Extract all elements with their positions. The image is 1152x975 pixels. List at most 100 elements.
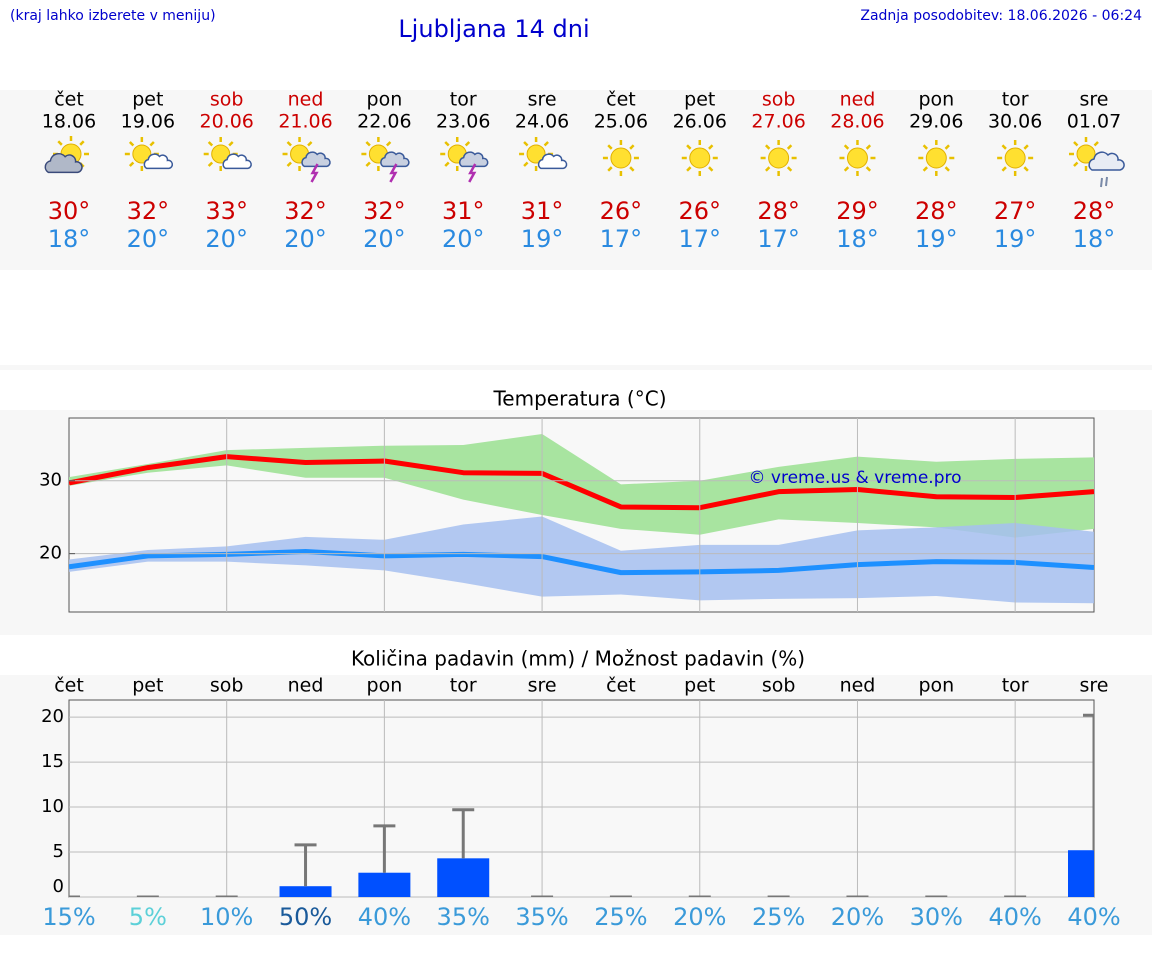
min-temp: 18° (48, 225, 91, 253)
day-name: tor (1002, 89, 1029, 111)
sun-ray (629, 144, 635, 150)
x-tick-label: sre (1080, 675, 1109, 697)
day-date: 22.06 (357, 111, 411, 133)
sun-ray (365, 161, 371, 167)
rain-probability: 25% (752, 903, 805, 931)
day-name: sob (210, 89, 244, 111)
lightning (389, 163, 398, 183)
day-name: čet (54, 89, 84, 111)
day-name: pet (684, 89, 715, 111)
x-tick-label: sob (210, 675, 244, 697)
weather-icon (681, 140, 718, 176)
sun-ray (444, 161, 450, 167)
rain-probability: 5% (129, 903, 167, 931)
sun (526, 144, 546, 164)
max-temp: 31° (521, 197, 564, 225)
sun-ray (464, 141, 471, 147)
x-tick-label: sre (528, 675, 557, 697)
min-temp: 19° (521, 225, 564, 253)
rain-plot (68, 699, 1095, 898)
y-tick-label: 20 (41, 706, 64, 727)
sun (610, 147, 632, 169)
rain-probability: 30% (910, 903, 963, 931)
temp-range (69, 516, 1094, 604)
sun-ray (228, 141, 234, 147)
day-date: 26.06 (673, 111, 727, 133)
sun-ray (207, 141, 214, 147)
day-date: 18.06 (42, 111, 96, 133)
weather-icon (760, 140, 797, 176)
sun-ray (686, 166, 692, 172)
min-temp: 18° (836, 225, 879, 253)
min-temp: 20° (127, 225, 170, 253)
weather-icon (519, 137, 568, 171)
sun-ray (128, 141, 135, 147)
bar (279, 886, 332, 897)
sun-ray (57, 140, 63, 146)
x-tick-label: pet (132, 675, 163, 697)
max-temp: 32° (363, 197, 406, 225)
copyright: © vreme.us & vreme.pro (748, 468, 961, 488)
rain-probability: 10% (200, 903, 253, 931)
day-date: 30.06 (988, 111, 1042, 133)
y-tick-label: 0 (53, 876, 64, 897)
x-tick-label: ned (288, 675, 324, 697)
sun (132, 144, 152, 164)
max-temp: 30° (48, 197, 91, 225)
temp-line (69, 454, 1094, 511)
weather-icon (918, 140, 955, 176)
sun-ray (765, 166, 771, 172)
sun-ray (922, 166, 928, 172)
sun-ray (765, 144, 771, 150)
page-title: Ljubljana 14 dni (398, 15, 589, 43)
sun-ray (843, 166, 850, 172)
sun-ray (865, 166, 872, 172)
day-date: 20.06 (199, 111, 253, 133)
sun-ray (1093, 141, 1099, 147)
y-tick-label: 5 (53, 841, 64, 862)
x-tick-label: tor (1002, 675, 1029, 697)
max-temp: 26° (678, 197, 721, 225)
min-temp: 20° (284, 225, 327, 253)
rain-probability: 20% (831, 903, 884, 931)
x-tick-label: pet (684, 675, 715, 697)
rain-probability: 25% (594, 903, 647, 931)
sun (925, 147, 947, 169)
sun-ray (385, 141, 392, 147)
sun-ray (1001, 166, 1007, 172)
cloud (222, 153, 252, 170)
min-temp: 20° (442, 225, 485, 253)
sun-ray (629, 166, 635, 172)
weather-icon (1069, 137, 1125, 188)
weather-icon (282, 137, 331, 183)
min-temp: 17° (600, 225, 643, 253)
sun-ray (843, 144, 850, 150)
sun-ray (1001, 144, 1007, 150)
day-date: 27.06 (751, 111, 805, 133)
rain-drop (1105, 176, 1108, 187)
rain-series (69, 713, 1094, 897)
sun-ray (708, 144, 714, 150)
day-date: 21.06 (278, 111, 332, 133)
sun-ray (1073, 141, 1079, 147)
day-date: 25.06 (594, 111, 648, 133)
weather-icon (602, 140, 639, 176)
max-temp: 32° (284, 197, 327, 225)
day-name: čet (606, 89, 636, 111)
sun-ray (207, 161, 214, 167)
sun (689, 147, 711, 169)
x-tick-label: čet (606, 675, 636, 697)
separator (0, 365, 1152, 370)
day-date: 01.07 (1067, 111, 1121, 133)
sun-ray (708, 166, 714, 172)
day-name: sre (528, 89, 557, 111)
x-tick-label: sob (762, 675, 796, 697)
max-temp: 27° (994, 197, 1037, 225)
weather-icon (124, 137, 173, 171)
day-name: sre (1080, 89, 1109, 111)
cloud (459, 151, 489, 168)
lightning (468, 163, 477, 183)
rain-probability: 35% (437, 903, 490, 931)
day-date: 23.06 (436, 111, 490, 133)
